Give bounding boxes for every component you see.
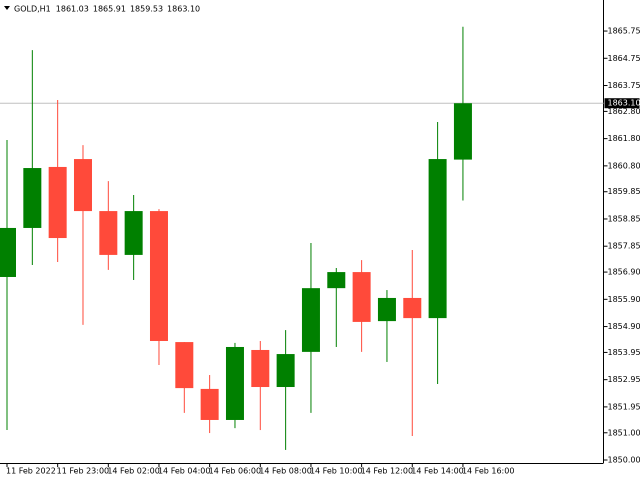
x-tick-label: 14 Feb 08:00 xyxy=(259,467,311,476)
x-tick-label: 14 Feb 06:00 xyxy=(209,467,261,476)
candle-body xyxy=(453,103,472,160)
candle xyxy=(403,250,422,437)
menu-arrow[interactable] xyxy=(4,6,10,10)
current-price-box xyxy=(604,98,640,109)
y-tick-label: 1854.90 xyxy=(608,322,640,331)
candle xyxy=(124,195,143,280)
candle-body xyxy=(276,354,295,388)
ohlc-value: 1859.53 xyxy=(130,5,163,14)
y-tick-label: 1865.75 xyxy=(608,27,640,36)
y-tick-label: 1862.80 xyxy=(608,107,640,116)
candle xyxy=(453,26,472,201)
y-tick-label: 1856.90 xyxy=(608,268,640,277)
candle xyxy=(251,340,270,431)
candle-body xyxy=(327,272,346,289)
candle-body xyxy=(428,159,447,319)
ohlc-value: 1861.03 xyxy=(56,5,89,14)
x-tick-label: 14 Feb 12:00 xyxy=(361,467,413,476)
y-tick-label: 1860.80 xyxy=(608,161,640,170)
y-tick-label: 1851.95 xyxy=(608,402,640,411)
candle xyxy=(200,375,219,434)
candle-body xyxy=(251,349,270,388)
candle xyxy=(23,50,42,265)
candle xyxy=(377,290,396,362)
current-price-label: 1863.10 xyxy=(608,99,640,108)
x-tick-label: 14 Feb 16:00 xyxy=(462,467,514,476)
y-tick-label: 1851.00 xyxy=(608,428,640,437)
y-tick-label: 1857.85 xyxy=(608,242,640,251)
ohlc-value: 1863.10 xyxy=(167,5,200,14)
y-tick-label: 1853.95 xyxy=(608,348,640,357)
candle-body xyxy=(377,297,396,322)
candle-body xyxy=(301,288,320,352)
y-tick-label: 1852.95 xyxy=(608,375,640,384)
y-tick-label: 1855.90 xyxy=(608,295,640,304)
candle xyxy=(225,342,244,429)
candle xyxy=(327,267,346,347)
ohlc-value: 1865.91 xyxy=(93,5,126,14)
candle xyxy=(0,139,16,431)
y-tick-label: 1863.75 xyxy=(608,81,640,90)
chart-title: GOLD,H1 xyxy=(14,5,51,14)
y-tick-label: 1859.85 xyxy=(608,187,640,196)
candle xyxy=(352,260,371,352)
y-tick-label: 1861.80 xyxy=(608,134,640,143)
x-tick-label: 14 Feb 04:00 xyxy=(158,467,210,476)
candle-body xyxy=(48,166,67,239)
candle-body xyxy=(149,211,168,341)
candle-body xyxy=(200,388,219,420)
y-tick-label: 1864.75 xyxy=(608,54,640,63)
x-tick-label: 14 Feb 14:00 xyxy=(411,467,463,476)
candle xyxy=(175,342,194,413)
candle xyxy=(149,209,168,365)
x-tick-label: 14 Feb 10:00 xyxy=(310,467,362,476)
x-tick-label: 11 Feb 23:00 xyxy=(57,467,109,476)
candle xyxy=(301,242,320,413)
candle-body xyxy=(0,227,16,277)
candle-body xyxy=(225,346,244,420)
candle-body xyxy=(23,168,42,228)
candle-body xyxy=(124,211,143,255)
candle xyxy=(73,145,92,325)
candle-body xyxy=(352,272,371,322)
y-tick-label: 1858.85 xyxy=(608,214,640,223)
candle-body xyxy=(175,342,194,389)
candle xyxy=(276,330,295,450)
candle xyxy=(48,99,67,263)
candle-body xyxy=(403,297,422,319)
candle xyxy=(428,122,447,385)
x-tick-label: 11 Feb 2022 xyxy=(6,467,56,476)
candle-body xyxy=(73,159,92,212)
x-tick-label: 14 Feb 02:00 xyxy=(107,467,159,476)
candle xyxy=(99,181,118,270)
candle-body xyxy=(99,211,118,255)
y-tick-label: 1850.00 xyxy=(608,456,640,465)
